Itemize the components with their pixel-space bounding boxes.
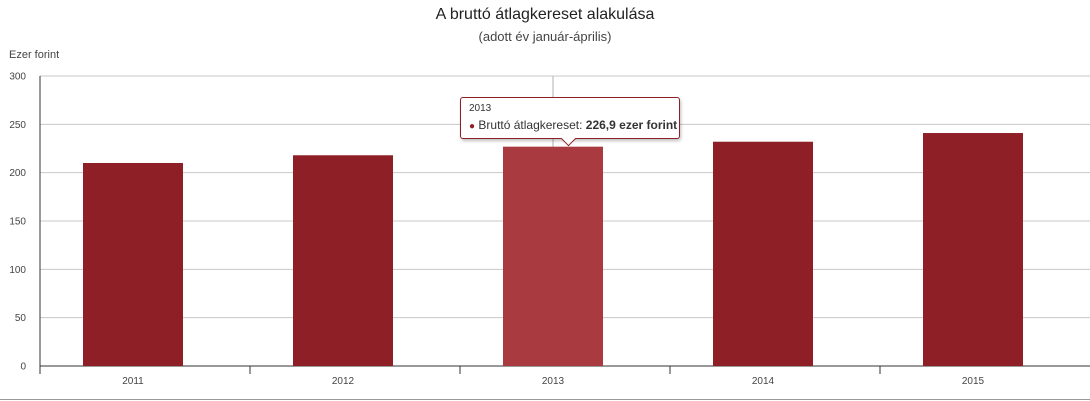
x-tick-label: 2012	[332, 376, 355, 387]
bar-2012[interactable]	[293, 155, 393, 366]
bar-2015[interactable]	[923, 133, 1023, 366]
bottom-divider	[0, 399, 1090, 400]
y-tick-label: 250	[9, 120, 26, 131]
y-tick-label: 300	[9, 72, 26, 83]
x-tick-label: 2015	[962, 376, 985, 387]
y-tick-label: 100	[9, 265, 26, 276]
x-tick-label: 2013	[542, 376, 565, 387]
bar-2013[interactable]	[503, 146, 603, 366]
y-axis-label: Ezer forint	[9, 49, 60, 61]
tooltip-year: 2013	[469, 103, 492, 114]
y-tick-label: 50	[15, 313, 27, 324]
tooltip-line: ● Bruttó átlagkereset: 226,9 ezer forint	[469, 118, 677, 134]
tooltip-value: 226,9 ezer forint	[585, 118, 678, 132]
y-tick-label: 200	[9, 168, 26, 179]
x-tick-label: 2014	[752, 376, 775, 387]
tooltip-series-dot: ●	[469, 121, 476, 132]
y-tick-label: 150	[9, 217, 26, 228]
chart-subtitle: (adott év január-április)	[478, 29, 612, 44]
chart-title: A bruttó átlagkereset alakulása	[435, 6, 655, 23]
tooltip-series-label: Bruttó átlagkereset:	[478, 118, 586, 132]
x-tick-label: 2011	[122, 376, 144, 387]
bar-layer	[83, 133, 1023, 366]
y-tick-label: 0	[20, 362, 26, 373]
bar-2011[interactable]	[83, 163, 183, 366]
bar-2014[interactable]	[713, 141, 813, 366]
axis-layer: 0 50 100 150 200 250 300 2011 2012 2013 2014 2015	[9, 72, 984, 388]
